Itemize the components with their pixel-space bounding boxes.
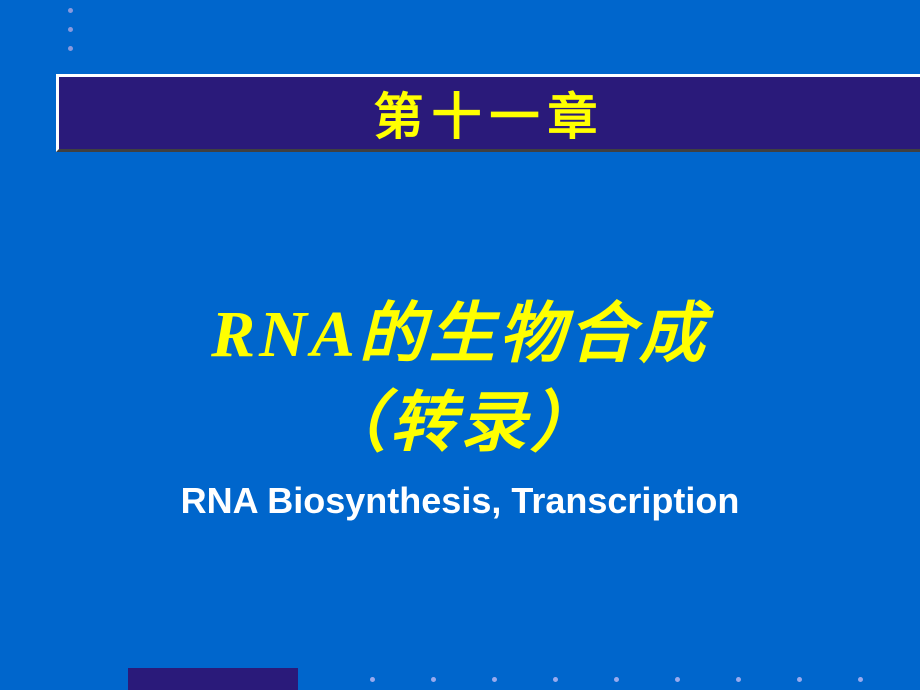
bullet-dot [68, 27, 73, 32]
title-cn-line1: RNA的生物合成 [0, 290, 920, 379]
top-bullet-list [68, 8, 73, 65]
bottom-dot [675, 677, 680, 682]
bottom-accent-bar [128, 668, 298, 690]
bottom-dot-row [370, 677, 863, 682]
bottom-dot [797, 677, 802, 682]
chapter-title: 第十一章 [374, 77, 606, 149]
bottom-dot [492, 677, 497, 682]
bottom-dot [736, 677, 741, 682]
bottom-dot [370, 677, 375, 682]
main-title-block: RNA的生物合成 （转录） RNA Biosynthesis, Transcri… [0, 290, 920, 522]
bottom-dot [858, 677, 863, 682]
bottom-dot [431, 677, 436, 682]
bullet-dot [68, 8, 73, 13]
bottom-dot [614, 677, 619, 682]
chapter-header-bar: 第十一章 [56, 74, 920, 152]
title-cn-line2: （转录） [0, 379, 920, 468]
bullet-dot [68, 46, 73, 51]
bottom-dot [553, 677, 558, 682]
title-en: RNA Biosynthesis, Transcription [0, 480, 920, 522]
